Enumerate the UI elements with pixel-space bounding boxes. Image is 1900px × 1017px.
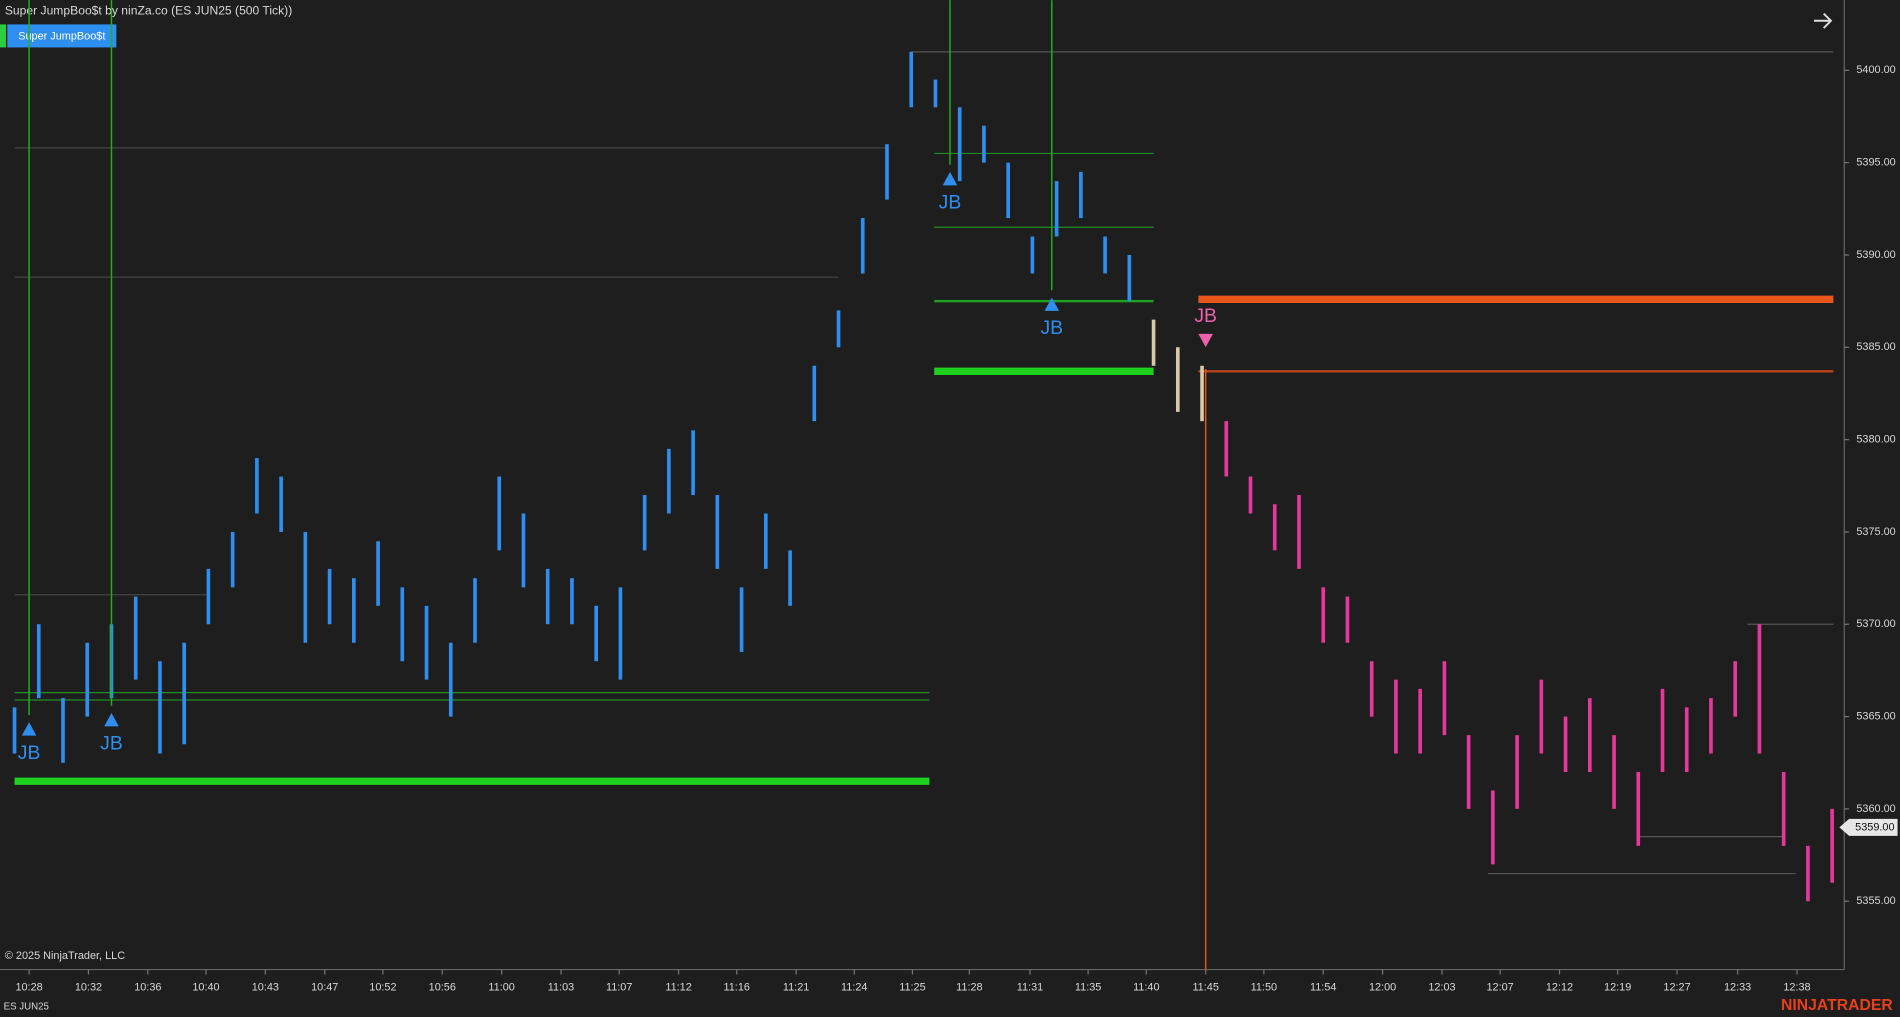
y-tick-label: 5400.00	[1856, 64, 1895, 76]
x-tick-label: 12:07	[1486, 982, 1513, 994]
x-tick-label: 11:54	[1310, 982, 1336, 994]
x-tick-label: 10:47	[311, 982, 338, 994]
x-tick-label: 11:21	[783, 982, 809, 994]
y-tick-label: 5390.00	[1856, 249, 1895, 261]
x-tick-label: 10:32	[75, 982, 102, 994]
x-tick-label: 12:19	[1604, 982, 1631, 994]
x-tick-label: 11:00	[488, 982, 514, 994]
chart-title: Super JumpBoo$t by ninZa.co (ES JUN25 (5…	[5, 3, 292, 17]
signal-label: JB	[1194, 305, 1217, 327]
signal-marker	[942, 172, 958, 186]
y-tick-label: 5355.00	[1856, 895, 1895, 907]
x-tick-label: 11:31	[1017, 982, 1043, 994]
x-tick-label: 11:12	[665, 982, 691, 994]
y-tick-label: 5395.00	[1856, 157, 1895, 169]
logo: NINJATRADER	[1781, 997, 1893, 1014]
signal-label: JB	[100, 733, 123, 755]
x-tick-label: 11:35	[1075, 982, 1101, 994]
y-tick-label: 5380.00	[1856, 434, 1895, 446]
signal-label: JB	[18, 742, 41, 764]
signal-label: JB	[939, 192, 962, 214]
x-tick-label: 11:03	[548, 982, 574, 994]
instrument: ES JUN25	[4, 1002, 49, 1013]
x-tick-label: 12:27	[1663, 982, 1690, 994]
copyright: © 2025 NinjaTrader, LLC	[5, 950, 125, 962]
x-tick-label: 11:07	[606, 982, 632, 994]
arrow-icon[interactable]	[1813, 12, 1833, 29]
x-tick-label: 12:33	[1724, 982, 1751, 994]
signal-marker	[104, 713, 119, 727]
signal-label: JB	[1040, 317, 1063, 339]
x-tick-label: 11:16	[724, 982, 750, 994]
x-tick-label: 10:52	[369, 982, 396, 994]
x-tick-label: 12:12	[1546, 982, 1573, 994]
x-tick-label: 12:00	[1369, 982, 1396, 994]
x-tick-label: 11:28	[956, 982, 982, 994]
x-tick-label: 10:36	[134, 982, 161, 994]
last-price-box	[1839, 818, 1898, 836]
x-tick-label: 10:40	[192, 982, 219, 994]
indicator-flag	[0, 24, 7, 48]
y-tick-label: 5385.00	[1856, 341, 1895, 353]
indicator-button-label[interactable]: Super JumpBoo$t	[18, 30, 105, 42]
x-tick-label: 11:50	[1251, 982, 1277, 994]
x-tick-label: 11:40	[1133, 982, 1159, 994]
signal-marker	[21, 722, 37, 736]
x-tick-label: 12:03	[1428, 982, 1455, 994]
y-tick-label: 5365.00	[1856, 710, 1895, 722]
y-tick-label: 5370.00	[1856, 618, 1895, 630]
last-price-label: 5359.00	[1855, 821, 1894, 833]
indicator-button[interactable]	[7, 24, 117, 48]
x-tick-label: 11:45	[1192, 982, 1218, 994]
x-tick-label: 12:38	[1783, 982, 1810, 994]
x-tick-label: 11:24	[841, 982, 867, 994]
x-tick-label: 10:56	[429, 982, 456, 994]
x-tick-label: 10:28	[15, 982, 42, 994]
x-tick-label: 10:43	[252, 982, 279, 994]
signal-marker	[1198, 333, 1213, 348]
x-tick-label: 11:25	[899, 982, 925, 994]
y-tick-label: 5360.00	[1856, 803, 1895, 815]
y-tick-label: 5375.00	[1856, 526, 1895, 538]
signal-marker	[1044, 297, 1060, 311]
